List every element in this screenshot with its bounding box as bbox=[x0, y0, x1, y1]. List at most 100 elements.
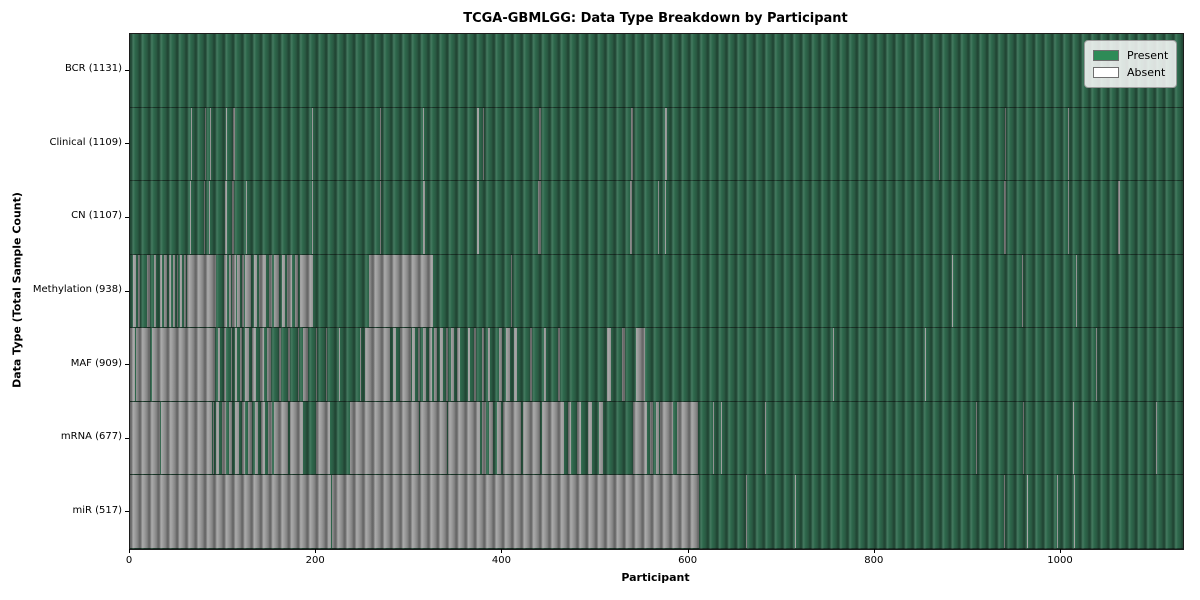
absent-segment bbox=[233, 107, 236, 181]
absent-segment bbox=[448, 401, 481, 475]
absent-segment bbox=[1117, 181, 1120, 254]
absent-segment bbox=[832, 328, 834, 401]
absent-segment bbox=[482, 107, 484, 181]
absent-segment bbox=[1057, 475, 1059, 548]
absent-segment bbox=[588, 401, 592, 475]
absent-segment bbox=[251, 328, 256, 401]
legend: Present Absent bbox=[1084, 40, 1177, 88]
absent-segment bbox=[254, 401, 259, 475]
absent-segment bbox=[632, 401, 647, 475]
absent-segment bbox=[235, 328, 238, 401]
absent-segment bbox=[218, 328, 221, 401]
absent-segment bbox=[130, 401, 160, 475]
absent-segment bbox=[451, 328, 454, 401]
absent-segment bbox=[212, 401, 214, 475]
y-tick-label-Methylation: Methylation (938) bbox=[32, 284, 122, 295]
absent-segment bbox=[1068, 107, 1070, 181]
absent-segment bbox=[154, 254, 157, 328]
absent-segment bbox=[498, 328, 503, 401]
legend-label-present: Present bbox=[1127, 49, 1169, 62]
absent-segment bbox=[277, 401, 289, 475]
absent-segment bbox=[160, 401, 212, 475]
absent-segment bbox=[380, 107, 382, 181]
absent-segment bbox=[172, 254, 175, 328]
absent-segment bbox=[1068, 181, 1070, 254]
absent-segment bbox=[481, 328, 484, 401]
absent-segment bbox=[132, 254, 136, 328]
absent-segment bbox=[976, 401, 978, 475]
absent-segment bbox=[253, 254, 257, 328]
absent-segment bbox=[294, 254, 298, 328]
absent-segment bbox=[311, 107, 314, 181]
x-tick-mark bbox=[1060, 549, 1062, 553]
absent-segment bbox=[721, 401, 723, 475]
absent-segment bbox=[474, 328, 477, 401]
absent-segment bbox=[130, 328, 135, 401]
absent-segment bbox=[428, 328, 432, 401]
absent-segment bbox=[393, 328, 397, 401]
absent-segment bbox=[241, 254, 244, 328]
absent-segment bbox=[513, 328, 518, 401]
absent-segment bbox=[312, 475, 332, 548]
row-BCR bbox=[130, 34, 1183, 108]
absent-segment bbox=[268, 254, 272, 328]
absent-segment bbox=[530, 328, 533, 401]
absent-segment bbox=[248, 401, 252, 475]
absent-segment bbox=[316, 401, 331, 475]
absent-segment bbox=[225, 107, 227, 181]
absent-segment bbox=[544, 328, 547, 401]
x-tick-mark bbox=[501, 549, 503, 553]
absent-segment bbox=[423, 107, 425, 181]
x-tick-label-1000: 1000 bbox=[1047, 555, 1073, 566]
legend-label-absent: Absent bbox=[1127, 66, 1166, 79]
absent-segment bbox=[481, 401, 486, 475]
absent-segment bbox=[228, 254, 231, 328]
x-tick-mark bbox=[873, 549, 875, 553]
absent-segment bbox=[224, 254, 227, 328]
row-miR bbox=[130, 475, 1183, 549]
absent-segment bbox=[538, 107, 541, 181]
y-tick-label-mRNA: mRNA (677) bbox=[60, 431, 122, 443]
absent-segment bbox=[925, 328, 927, 401]
absent-segment bbox=[169, 254, 171, 328]
plot-area bbox=[129, 33, 1184, 550]
row-Clinical bbox=[130, 107, 1183, 182]
absent-segment bbox=[332, 475, 699, 548]
absent-segment bbox=[184, 254, 186, 328]
absent-segment bbox=[1075, 254, 1077, 328]
absent-segment bbox=[215, 401, 220, 475]
y-tick-mark bbox=[125, 511, 129, 513]
absent-segment bbox=[224, 328, 226, 401]
absent-segment bbox=[224, 181, 227, 254]
present-swatch-icon bbox=[1093, 50, 1119, 61]
absent-segment bbox=[412, 328, 415, 401]
row-mRNA bbox=[130, 401, 1183, 476]
absent-segment bbox=[952, 254, 954, 328]
absent-segment bbox=[794, 475, 796, 548]
absent-segment bbox=[506, 328, 510, 401]
row-Methylation bbox=[130, 254, 1183, 329]
absent-segment bbox=[677, 401, 698, 475]
absent-segment bbox=[558, 328, 561, 401]
absent-segment bbox=[423, 181, 426, 254]
absent-segment bbox=[1026, 475, 1028, 548]
absent-segment bbox=[649, 401, 654, 475]
absent-segment bbox=[267, 401, 272, 475]
absent-segment bbox=[274, 401, 278, 475]
absent-segment bbox=[261, 401, 265, 475]
absent-segment bbox=[260, 328, 265, 401]
absent-segment bbox=[657, 181, 659, 254]
absent-segment bbox=[510, 254, 512, 328]
absent-segment bbox=[1073, 401, 1075, 475]
y-tick-mark bbox=[125, 364, 129, 366]
absent-segment bbox=[290, 401, 304, 475]
absent-segment bbox=[138, 254, 141, 328]
x-tick-label-0: 0 bbox=[125, 555, 133, 566]
absent-segment bbox=[659, 401, 673, 475]
absent-segment bbox=[665, 107, 668, 181]
absent-segment bbox=[237, 254, 240, 328]
absent-segment bbox=[241, 401, 246, 475]
absent-segment bbox=[364, 328, 390, 401]
absent-segment bbox=[636, 328, 645, 401]
x-tick-mark bbox=[129, 549, 130, 553]
